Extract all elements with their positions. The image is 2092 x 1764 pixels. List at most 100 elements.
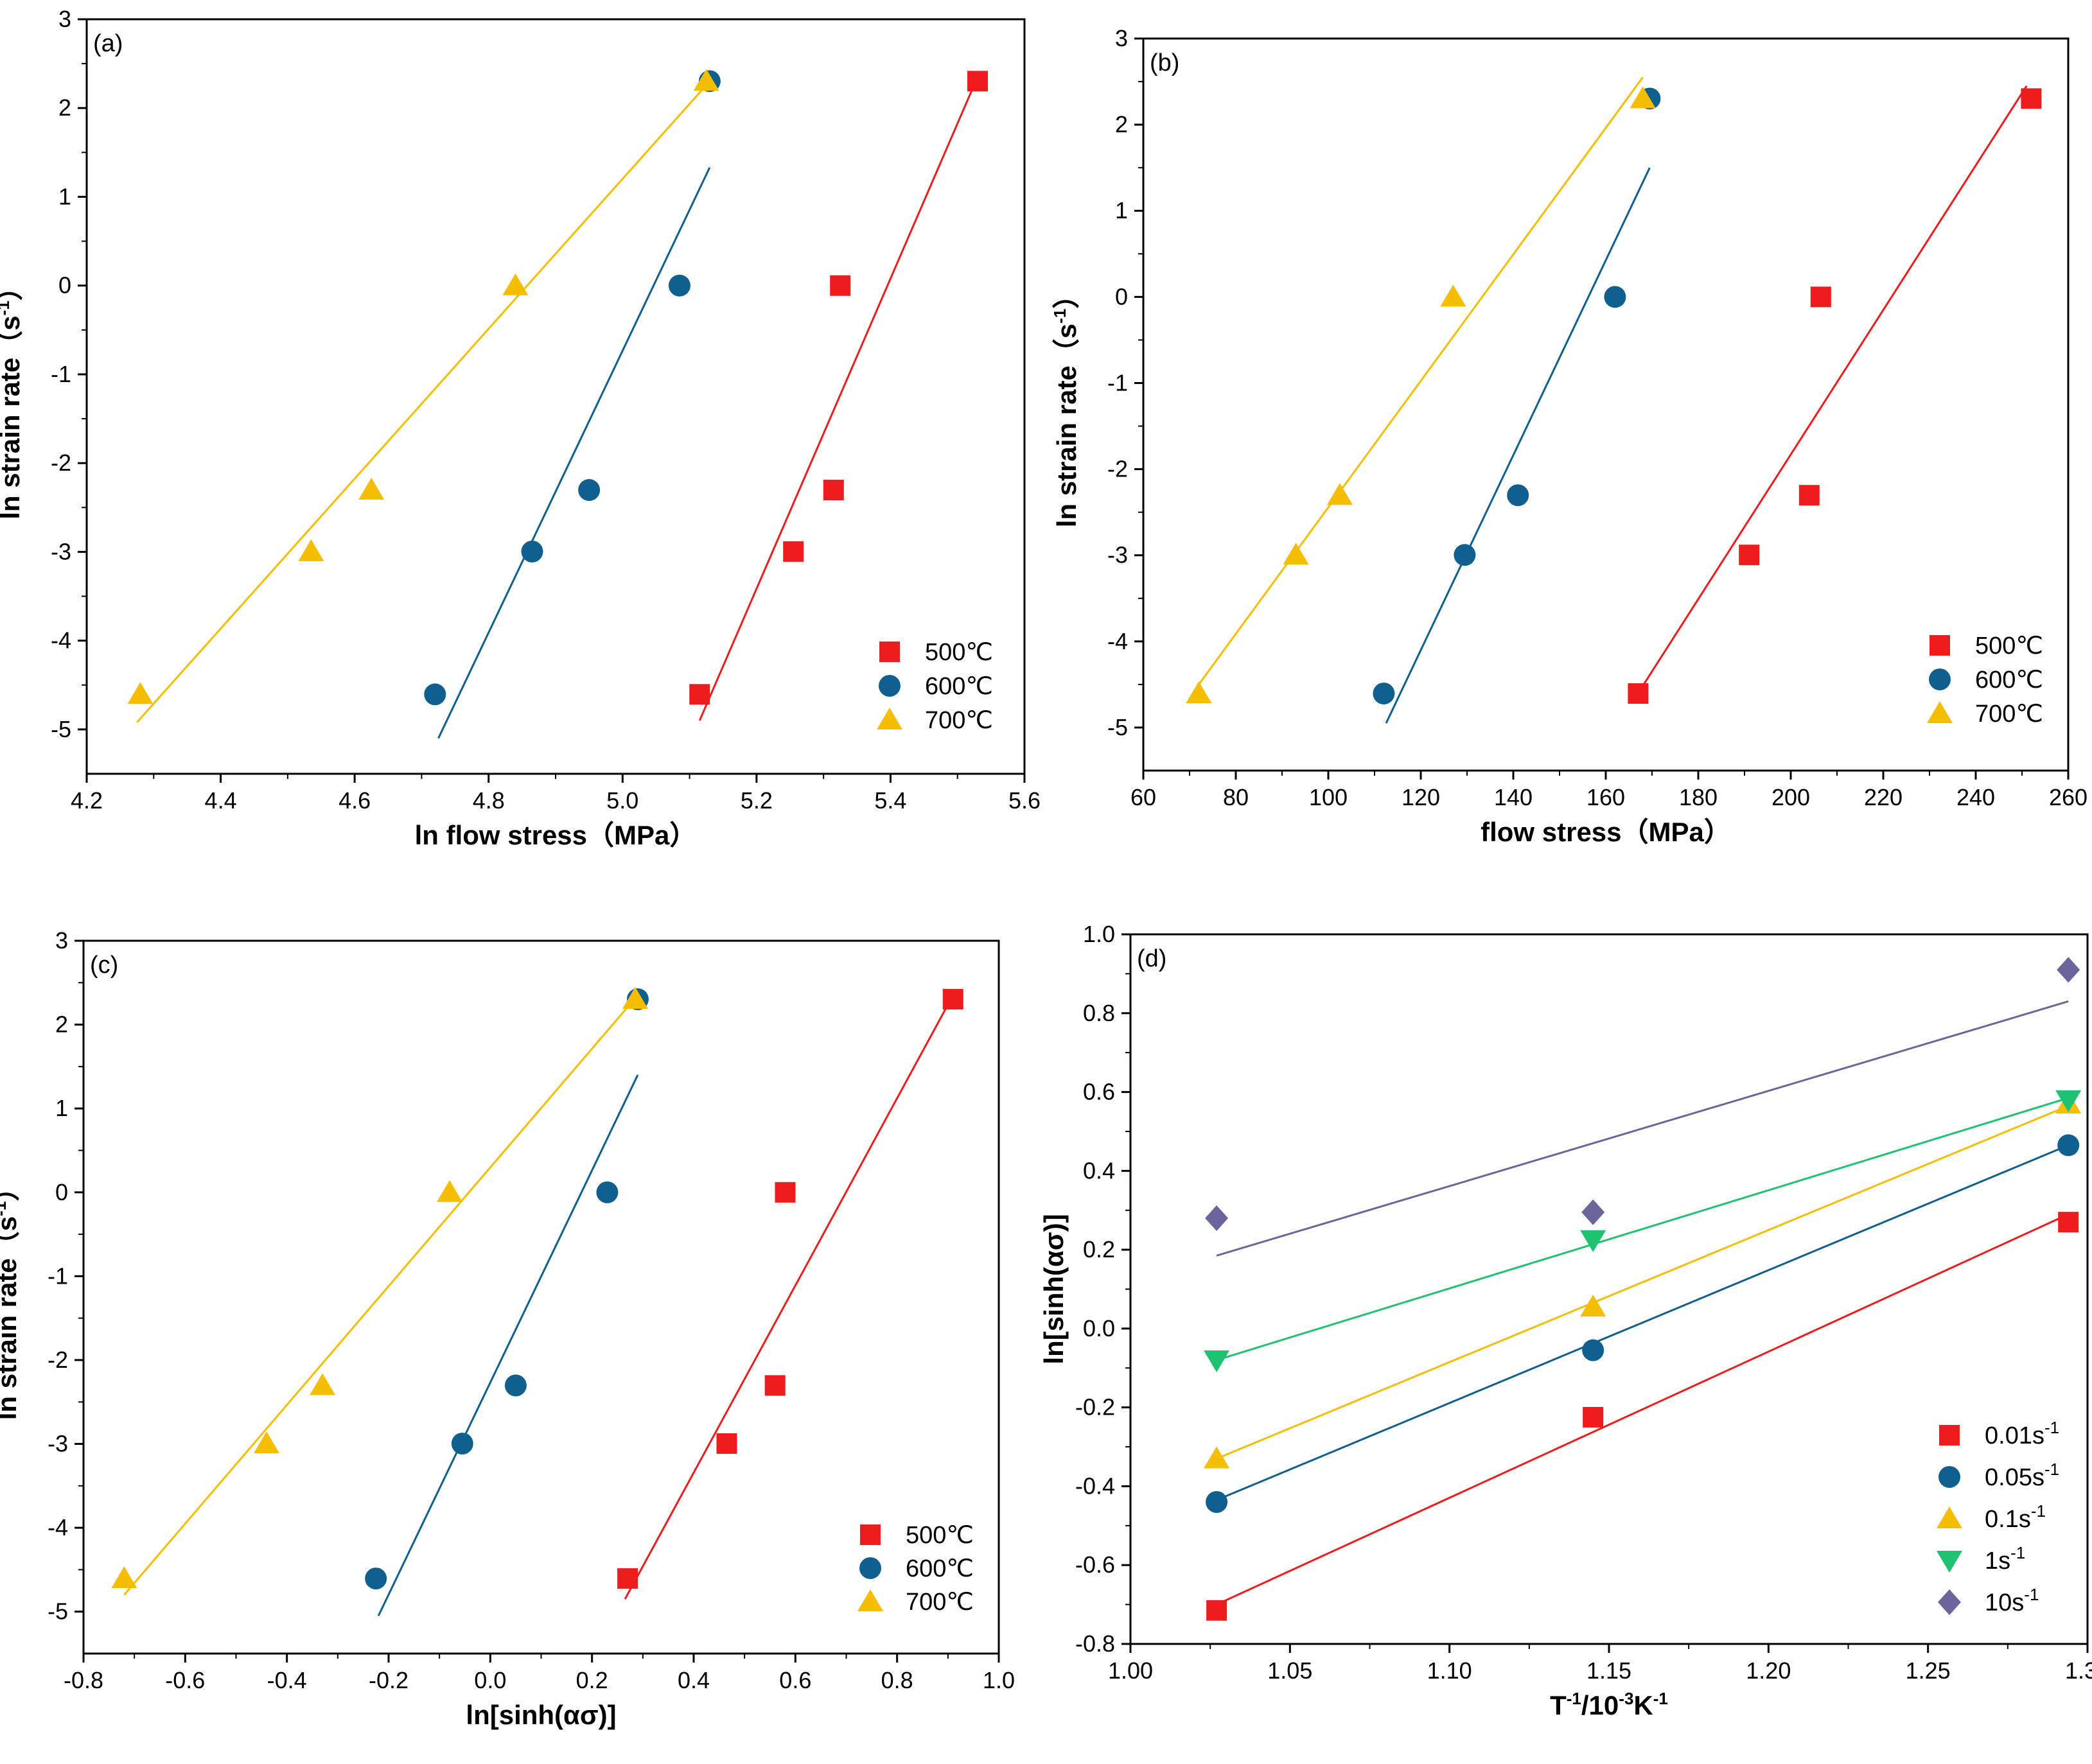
data-point xyxy=(504,1374,527,1397)
legend-label: 700℃ xyxy=(906,1589,974,1616)
data-point xyxy=(783,541,804,562)
data-point xyxy=(1204,1446,1230,1469)
fit-line xyxy=(123,994,639,1596)
label-part: 0.05s xyxy=(1985,1464,2044,1491)
series-0.01s-1 xyxy=(1206,1212,2079,1621)
data-point xyxy=(2057,957,2080,983)
panel-label: (b) xyxy=(1150,49,1179,76)
label-part: -1 xyxy=(1050,309,1069,324)
label-part: ln flow stress（MPa） xyxy=(415,820,697,850)
y-tick-label: -2 xyxy=(48,1347,68,1373)
x-tick-label: 220 xyxy=(1864,784,1903,810)
label-part: -1 xyxy=(2044,1460,2059,1479)
series-600℃ xyxy=(1373,87,1661,724)
panel-d: 1.00 1.05 1.10 1.15 1.20 1.25 1.30 -0.8 -0.6 -0.4… xyxy=(1039,921,2092,1720)
series-1s-1 xyxy=(1204,1090,2082,1372)
data-point xyxy=(1186,681,1212,703)
y-tick-label: -0.4 xyxy=(1075,1472,1115,1499)
data-point xyxy=(2021,88,2042,109)
x-axis-label: T-1​/10-3​K-1​ xyxy=(1550,1689,1668,1720)
data-point xyxy=(1582,1339,1604,1361)
data-point xyxy=(1440,284,1466,307)
fit-line xyxy=(1637,85,2028,694)
x-tick-label: 5.2 xyxy=(741,787,773,814)
data-point xyxy=(967,71,988,92)
label-part: ln[sinh(ασ)] xyxy=(1039,1214,1069,1364)
y-tick-label: -3 xyxy=(1107,542,1128,568)
series-500℃ xyxy=(1628,85,2042,704)
y-tick-label: 2 xyxy=(55,1011,68,1038)
legend-label: 0.01s-1​ xyxy=(1985,1418,2059,1449)
x-tick-label: 1.25 xyxy=(1906,1657,1951,1684)
x-tick-label: 1.15 xyxy=(1587,1657,1631,1684)
data-point xyxy=(1204,1350,1230,1372)
data-point xyxy=(451,1433,473,1455)
x-tick-label: 80 xyxy=(1223,784,1249,810)
x-tick-label: 5.0 xyxy=(606,787,638,814)
x-tick-label: -0.4 xyxy=(267,1667,307,1693)
data-point xyxy=(1205,1205,1229,1231)
y-tick-label: 1 xyxy=(58,183,71,209)
legend-label: 500℃ xyxy=(906,1522,974,1549)
y-tick-label: 3 xyxy=(58,6,71,32)
plot-frame xyxy=(82,939,1000,1655)
data-point xyxy=(358,478,385,500)
data-point xyxy=(622,987,648,1009)
label-part: 600℃ xyxy=(906,1555,974,1582)
data-point xyxy=(2057,1134,2080,1157)
data-point xyxy=(437,1180,462,1202)
label-part: -1 xyxy=(1653,1689,1668,1708)
label-part: -3 xyxy=(1619,1689,1633,1708)
x-tick-label: 180 xyxy=(1679,784,1718,810)
label-part: ln[sinh(ασ)] xyxy=(466,1700,616,1730)
label-part: 500℃ xyxy=(1975,633,2043,659)
data-point xyxy=(521,540,543,563)
label-part: 0.01s xyxy=(1985,1422,2044,1449)
label-part: 10s xyxy=(1985,1589,2024,1616)
x-tick-label: -0.6 xyxy=(165,1667,205,1693)
y-tick-label: -0.8 xyxy=(1075,1630,1115,1657)
y-tick-label: -5 xyxy=(51,716,71,742)
legend-label: 700℃ xyxy=(1975,701,2043,728)
fit-line xyxy=(136,80,710,723)
series-500℃ xyxy=(617,989,963,1600)
legend-marker xyxy=(879,642,900,662)
plot-frame xyxy=(1129,933,2089,1645)
y-tick-label: -2 xyxy=(51,450,71,476)
x-tick-label: 140 xyxy=(1494,784,1533,810)
data-point xyxy=(1454,544,1476,566)
legend-marker xyxy=(879,675,901,697)
label-part: -1 xyxy=(2031,1501,2046,1521)
data-point xyxy=(1206,1600,1227,1621)
x-tick-label: 100 xyxy=(1309,784,1348,810)
x-tick-label: 1.20 xyxy=(1746,1657,1791,1684)
data-point xyxy=(1327,483,1353,505)
x-tick-label: 1.0 xyxy=(983,1667,1015,1693)
data-point xyxy=(578,479,601,502)
series-10s-1 xyxy=(1205,957,2080,1257)
y-axis-label: ln strain rate（s-1​） xyxy=(0,274,25,520)
x-tick-label: 4.4 xyxy=(205,787,237,814)
x-tick-label: 4.6 xyxy=(338,787,371,814)
y-tick-label: -4 xyxy=(51,627,71,654)
y-tick-label: -5 xyxy=(1107,714,1128,740)
legend-marker xyxy=(860,1524,881,1545)
data-point xyxy=(111,1566,137,1589)
data-point xyxy=(298,539,324,561)
label-part: ） xyxy=(0,1175,22,1201)
x-tick-label: -0.2 xyxy=(369,1667,409,1693)
panel-a: 4.2 4.4 4.6 4.8 5.0 5.2 5.4 5.6 -5 -4 -3 -2 -1 0 1 2 3 ln… xyxy=(0,6,1041,850)
y-tick-label: -1 xyxy=(1107,369,1128,396)
legend-label: 700℃ xyxy=(925,707,993,734)
series-600℃ xyxy=(424,70,721,739)
x-tick-label: 1.05 xyxy=(1267,1657,1312,1684)
legend-label: 0.05s-1​ xyxy=(1985,1460,2059,1491)
series-0.1s-1 xyxy=(1204,1091,2082,1469)
legend-label: 0.1s-1​ xyxy=(1985,1501,2046,1533)
label-part: flow stress（MPa） xyxy=(1481,817,1731,847)
y-tick-label: 0 xyxy=(1115,283,1128,310)
data-point xyxy=(823,480,844,501)
label-part: 700℃ xyxy=(925,707,993,734)
fit-line xyxy=(624,995,954,1600)
